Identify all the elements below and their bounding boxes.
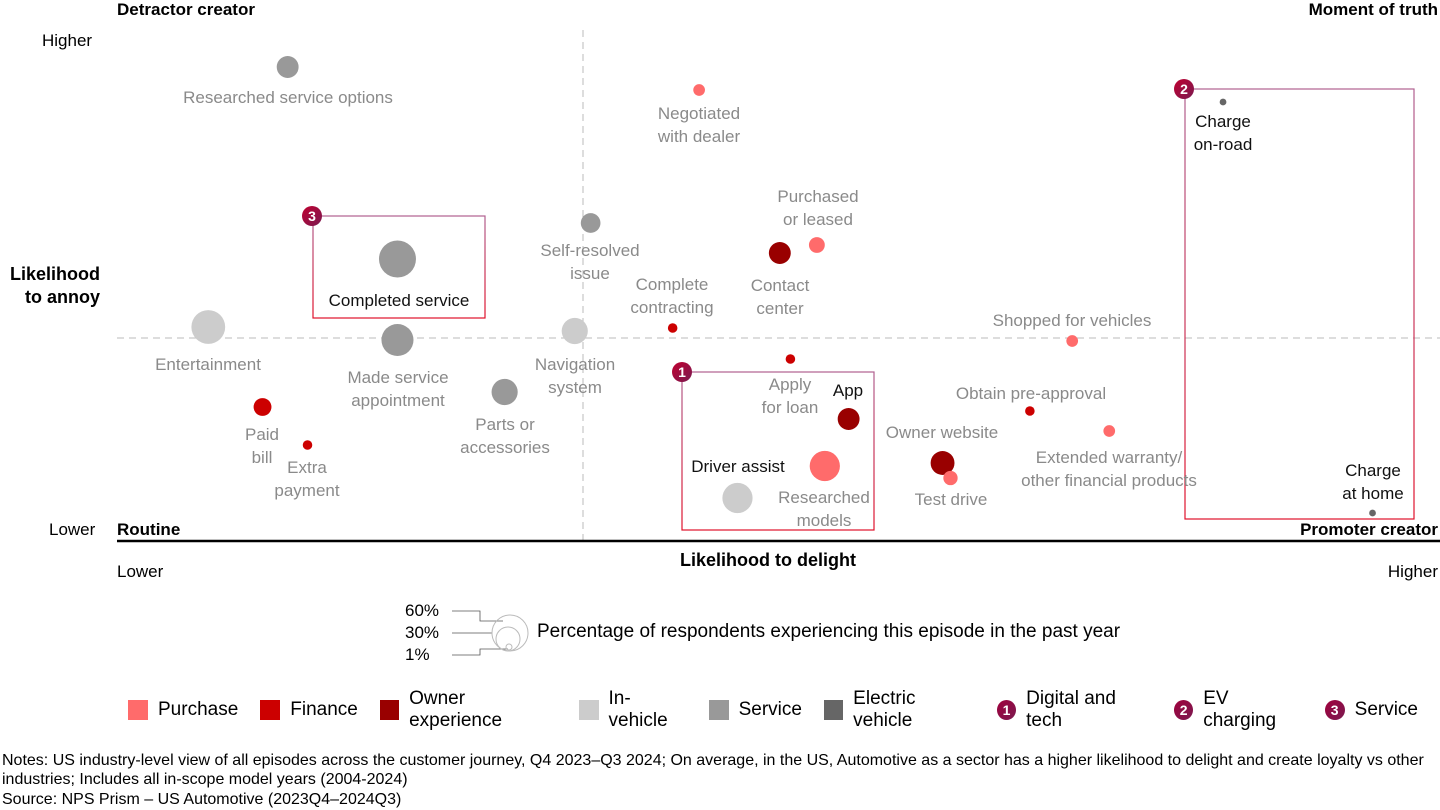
- badge-2-icon: [1174, 79, 1194, 99]
- bubble-label: Charge at home: [1342, 461, 1403, 503]
- size-legend-title: Percentage of respondents experiencing t…: [537, 621, 1121, 642]
- quadrant-label-bottom-left: Routine: [117, 520, 181, 539]
- bubble-label: Contact center: [751, 276, 810, 318]
- size-legend: 60% 30% 1%: [405, 601, 529, 664]
- highlight-box-service: 3: [302, 206, 486, 319]
- bubble-extra-payment: [302, 440, 313, 450]
- bubble-label: Completed service: [329, 291, 470, 310]
- bubble-paid-bill: [253, 398, 272, 416]
- svg-text:2: 2: [1180, 81, 1188, 97]
- bubble-label: Charge on-road: [1194, 112, 1253, 154]
- legend-ev-charging: 2 EV charging: [1174, 688, 1303, 732]
- svg-text:1: 1: [678, 364, 686, 380]
- x-axis-label: Likelihood to delight: [680, 550, 856, 570]
- legend-in-vehicle: In-vehicle: [579, 688, 686, 732]
- bubble-extended-warranty-other-financial-products: [1103, 425, 1116, 437]
- bubble-owner-website: [930, 451, 955, 475]
- x-tick-higher: Higher: [1387, 562, 1438, 581]
- bubble-apply-for-loan: [785, 354, 796, 364]
- bubble-label: Owner website: [886, 423, 998, 442]
- size-legend-1: 1%: [405, 645, 430, 664]
- bubble-label: Navigation system: [535, 355, 615, 397]
- y-axis-label: Likelihood to annoy: [10, 264, 100, 307]
- bubble-entertainment: [191, 310, 226, 344]
- color-legend: Purchase Finance Owner experience In-veh…: [128, 688, 1440, 732]
- x-tick-lower: Lower: [117, 562, 164, 581]
- bubble-completed-service: [378, 240, 416, 278]
- bubble-self-resolved-issue: [580, 213, 601, 233]
- bubble-label: Entertainment: [155, 355, 261, 374]
- bubble-label: Purchased or leased: [777, 187, 858, 229]
- bubble-label: Paid bill: [245, 425, 279, 467]
- legend-digital-and-tech: 1 Digital and tech: [996, 688, 1152, 732]
- bubble-label: Shopped for vehicles: [993, 311, 1152, 330]
- bubble-label: Complete contracting: [630, 275, 713, 317]
- bubble-obtain-pre-approval: [1025, 406, 1035, 416]
- bubble-label: Researched service options: [183, 88, 393, 107]
- bubble-complete-contracting: [667, 323, 678, 333]
- legend-purchase: Purchase: [128, 699, 238, 721]
- highlight-box-digital: 1: [672, 362, 875, 531]
- bubble-label: Driver assist: [691, 457, 785, 476]
- bubble-chart: 1 2 3 Researched service options Negotiat…: [117, 30, 1440, 543]
- source: Source: NPS Prism – US Automotive (2023Q…: [2, 791, 402, 808]
- legend-service: Service: [708, 699, 802, 721]
- bubble-label: Parts or accessories: [460, 415, 550, 457]
- y-tick-lower: Lower: [49, 520, 96, 539]
- quadrant-label-bottom-right: Promoter creator: [1300, 520, 1438, 539]
- bubble-label: Extended warranty/other financial produc…: [1021, 448, 1197, 490]
- legend-finance: Finance: [260, 699, 358, 721]
- bubble-label: Negotiated with dealer: [657, 104, 741, 146]
- bubble-label: App: [833, 381, 863, 400]
- badge-3-icon: [302, 206, 322, 226]
- bubble-driver-assist: [722, 482, 753, 514]
- bubble-app: [837, 408, 860, 430]
- bubble-researched-models: [809, 450, 840, 482]
- bubble-made-service-appointment: [381, 323, 414, 357]
- quadrant-label-top-left: Detractor creator: [117, 0, 255, 19]
- bubble-charge-on-road: [1219, 98, 1227, 106]
- bubble-test-drive: [943, 470, 958, 486]
- bubble-negotiated-with-dealer: [693, 84, 705, 96]
- bubble-label: Made service appointment: [347, 368, 448, 410]
- bubble-label: Apply for loan: [762, 375, 819, 417]
- badge-1-icon: [672, 362, 692, 382]
- y-tick-higher: Higher: [42, 31, 93, 50]
- bubble-researched-service-options: [276, 56, 299, 78]
- bubble-purchased-or-leased: [808, 237, 825, 253]
- highlight-box-ev-charging: 2: [1174, 79, 1415, 520]
- size-legend-60: 60%: [405, 601, 439, 620]
- bubble-charge-at-home: [1369, 509, 1376, 517]
- bubble-shopped-for-vehicles: [1066, 335, 1079, 347]
- bubble-parts-or-accessories: [491, 378, 518, 406]
- size-legend-30: 30%: [405, 623, 439, 642]
- legend-owner-experience: Owner experience: [379, 688, 557, 732]
- bubble-contact-center: [768, 242, 791, 264]
- notes: Notes: US industry-level view of all epi…: [2, 752, 1424, 788]
- bubble-label: Obtain pre-approval: [956, 384, 1106, 403]
- bubble-navigation-system: [561, 317, 588, 345]
- bubble-label: Researched models: [778, 488, 870, 530]
- bubble-label: Test drive: [915, 490, 988, 509]
- bubble-label: Self-resolved issue: [540, 241, 639, 283]
- legend-service-highlight: 3 Service: [1324, 699, 1418, 721]
- legend-electric-vehicle: Electric vehicle: [823, 688, 975, 732]
- bubble-label: Extra payment: [274, 458, 339, 500]
- quadrant-label-top-right: Moment of truth: [1308, 0, 1438, 19]
- svg-text:3: 3: [308, 208, 316, 224]
